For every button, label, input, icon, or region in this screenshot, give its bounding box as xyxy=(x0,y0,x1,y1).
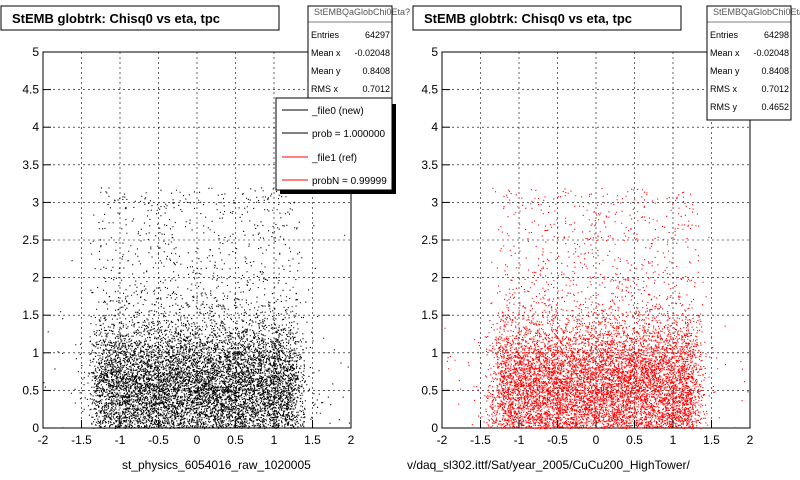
left-stats-value-3: 0.7012 xyxy=(362,84,390,94)
left-footer-label: st_physics_6054016_raw_1020005 xyxy=(122,458,311,472)
x-tick-label: -2 xyxy=(437,433,448,447)
x-tick-label: 1.5 xyxy=(703,433,720,447)
left-stats-value-1: -0.02048 xyxy=(354,48,390,58)
right-footer-label: v/daq_sl302.ittf/Sat/year_2005/CuCu200_H… xyxy=(407,458,691,472)
right-stats-label-4: RMS y xyxy=(710,102,738,112)
right-title-box: StEMB globtrk: Chisq0 vs eta, tpc xyxy=(412,5,682,31)
scatter-point-cloud xyxy=(43,187,351,430)
y-tick-label: 4 xyxy=(32,120,39,134)
right-scatter-points xyxy=(444,187,749,430)
left-stats-label-1: Mean x xyxy=(311,48,341,58)
y-tick-label: 4.5 xyxy=(22,83,39,97)
x-tick-label: 0.5 xyxy=(227,433,244,447)
legend-label-2: _file1 (ref) xyxy=(311,153,357,164)
x-tick-label: 1 xyxy=(670,433,677,447)
left-stats-name: StEMBQaGlobChi0Eta? xyxy=(314,7,410,17)
x-tick-label: -1.5 xyxy=(470,433,491,447)
x-tick-label: -1 xyxy=(514,433,525,447)
y-tick-label: 4 xyxy=(431,120,438,134)
left-chart-title: StEMB globtrk: Chisq0 vs eta, tpc xyxy=(12,11,220,26)
right-stats-box: StEMBQaGlobChi0Eta? Entries 64298 Mean x… xyxy=(706,5,800,121)
right-stats-value-1: -0.02048 xyxy=(753,48,789,58)
left-stats-label-3: RMS x xyxy=(311,84,339,94)
left-stats-box: StEMBQaGlobChi0Eta? Entries 64297 Mean x… xyxy=(307,5,410,107)
y-tick-label: 3.5 xyxy=(421,158,438,172)
y-tick-label: 4.5 xyxy=(421,83,438,97)
left-y-tick-labels: 0 0.5 1 1.5 2 2.5 3 3.5 4 4.5 5 xyxy=(22,45,51,435)
legend-label-1: prob = 1.000000 xyxy=(312,129,386,140)
x-tick-label: -2 xyxy=(38,433,49,447)
x-tick-label: 2 xyxy=(747,433,754,447)
y-tick-label: 1.5 xyxy=(22,308,39,322)
right-chart-title: StEMB globtrk: Chisq0 vs eta, tpc xyxy=(424,11,632,26)
y-tick-label: 5 xyxy=(431,45,438,59)
y-tick-label: 3.5 xyxy=(22,158,39,172)
scatter-point-cloud xyxy=(444,187,749,430)
left-stats-value-0: 64297 xyxy=(365,30,390,40)
y-tick-label: 2.5 xyxy=(421,233,438,247)
right-grid xyxy=(441,51,751,429)
left-histogram-panel: -2 -1.5 -1 -0.5 0 0.5 1 1.5 2 0 0.5 1 1.5 2 2.5 3 3.5 4 4… xyxy=(0,5,410,472)
x-tick-label: -0.5 xyxy=(148,433,169,447)
x-tick-label: 1.5 xyxy=(304,433,321,447)
y-tick-label: 3 xyxy=(431,195,438,209)
right-y-tick-labels: 0 0.5 1 1.5 2 2.5 3 3.5 4 4.5 5 xyxy=(421,45,450,435)
right-stats-label-3: RMS x xyxy=(710,84,738,94)
y-tick-label: 2 xyxy=(32,271,39,285)
left-scatter-points xyxy=(43,187,351,430)
right-stats-label-2: Mean y xyxy=(710,66,740,76)
right-stats-value-2: 0.8408 xyxy=(761,66,789,76)
right-stats-value-0: 64298 xyxy=(764,30,789,40)
y-tick-label: 0 xyxy=(32,421,39,435)
legend-label-3: probN = 0.99999 xyxy=(312,176,387,187)
left-stats-value-2: 0.8408 xyxy=(362,66,390,76)
y-tick-label: 1 xyxy=(431,346,438,360)
y-tick-label: 1 xyxy=(32,346,39,360)
x-tick-label: -1 xyxy=(115,433,126,447)
x-tick-label: -1.5 xyxy=(71,433,92,447)
right-stats-label-1: Mean x xyxy=(710,48,740,58)
right-stats-label-0: Entries xyxy=(710,30,739,40)
x-tick-label: 0 xyxy=(593,433,600,447)
x-tick-label: -0.5 xyxy=(547,433,568,447)
left-x-tick-labels: -2 -1.5 -1 -0.5 0 0.5 1 1.5 2 xyxy=(38,420,355,447)
legend-label-0: _file0 (new) xyxy=(311,106,364,117)
right-stats-value-4: 0.4652 xyxy=(761,102,789,112)
right-stats-value-3: 0.7012 xyxy=(761,84,789,94)
y-tick-label: 0.5 xyxy=(421,383,438,397)
right-stats-name: StEMBQaGlobChi0Eta? xyxy=(713,7,800,17)
right-x-tick-labels: -2 -1.5 -1 -0.5 0 0.5 1 1.5 2 xyxy=(437,420,754,447)
y-tick-label: 0.5 xyxy=(22,383,39,397)
x-tick-label: 1 xyxy=(271,433,278,447)
y-tick-label: 1.5 xyxy=(421,308,438,322)
y-tick-label: 2 xyxy=(431,271,438,285)
y-tick-label: 5 xyxy=(32,45,39,59)
left-stats-label-0: Entries xyxy=(311,30,340,40)
right-histogram-panel: -2 -1.5 -1 -0.5 0 0.5 1 1.5 2 0 0.5 1 1.5 2 2.5 3 3.5 4 4… xyxy=(407,5,800,472)
left-title-box: StEMB globtrk: Chisq0 vs eta, tpc xyxy=(0,5,280,31)
x-tick-label: 2 xyxy=(348,433,355,447)
legend-box: _file0 (new) prob = 1.000000 _file1 (ref… xyxy=(275,97,396,194)
x-tick-label: 0.5 xyxy=(626,433,643,447)
x-tick-label: 0 xyxy=(194,433,201,447)
left-stats-label-2: Mean y xyxy=(311,66,341,76)
y-tick-label: 0 xyxy=(431,421,438,435)
y-tick-label: 3 xyxy=(32,195,39,209)
y-tick-label: 2.5 xyxy=(22,233,39,247)
